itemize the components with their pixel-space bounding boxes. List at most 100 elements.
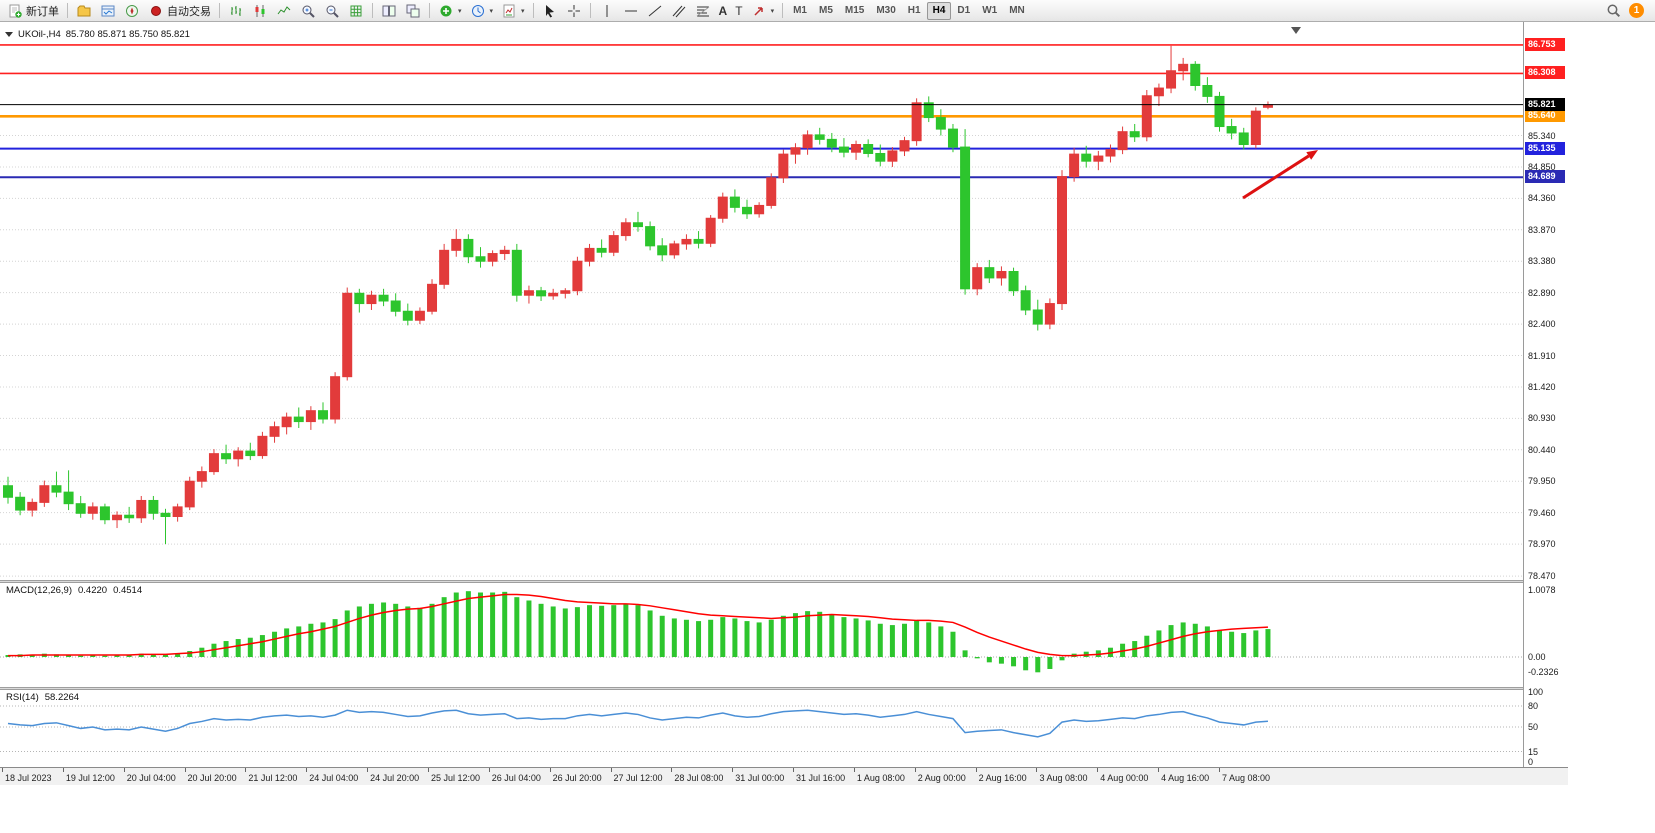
price-chart[interactable] bbox=[0, 22, 1523, 580]
text-tool-button[interactable]: A bbox=[715, 1, 732, 21]
macd-histogram-bar bbox=[574, 607, 580, 658]
candle-body bbox=[1117, 131, 1128, 151]
price-tick-label: 84.850 bbox=[1528, 161, 1556, 172]
macd-panel[interactable] bbox=[0, 583, 1523, 687]
fibonacci-tool-button[interactable] bbox=[691, 1, 715, 21]
time-axis-label: 4 Aug 00:00 bbox=[1100, 773, 1149, 783]
panel-splitter[interactable] bbox=[0, 580, 1568, 583]
macd-histogram-bar bbox=[441, 597, 447, 658]
candle-body bbox=[911, 102, 922, 142]
arrows-tool-button[interactable]: ▾ bbox=[747, 1, 779, 21]
toolbar-separator bbox=[782, 3, 784, 18]
macd-histogram-bar bbox=[1168, 625, 1174, 658]
timeframe-mn-button[interactable]: MN bbox=[1003, 2, 1031, 20]
candle-body bbox=[826, 138, 837, 148]
market-watch-button[interactable] bbox=[96, 1, 120, 21]
chart-shift-marker[interactable] bbox=[1291, 27, 1301, 34]
macd-histogram-bar bbox=[780, 615, 786, 658]
time-axis-label: 26 Jul 04:00 bbox=[491, 773, 541, 783]
search-icon bbox=[1605, 3, 1621, 19]
macd-histogram-bar bbox=[332, 619, 338, 658]
macd-histogram-bar bbox=[320, 622, 326, 658]
zoom-out-button[interactable] bbox=[320, 1, 344, 21]
macd-histogram-bar bbox=[429, 603, 435, 658]
candle-body bbox=[572, 260, 583, 292]
bar-chart-button[interactable] bbox=[224, 1, 248, 21]
candle-body bbox=[451, 238, 462, 251]
candle-body bbox=[281, 416, 292, 428]
price-axis[interactable]: 85.340 84.850 84.360 83.870 83.380 82.890 82.4… bbox=[1523, 22, 1568, 767]
fibonacci-icon bbox=[695, 3, 711, 19]
label-tool-button[interactable]: T bbox=[731, 1, 746, 21]
candle-chart-button[interactable] bbox=[248, 1, 272, 21]
macd-histogram-bar bbox=[1023, 657, 1029, 671]
horizontal-line-tool-button[interactable] bbox=[619, 1, 643, 21]
zoom-in-button[interactable] bbox=[296, 1, 320, 21]
macd-histogram-bar bbox=[150, 654, 156, 658]
candle-body bbox=[705, 217, 716, 244]
chart-profile-button[interactable] bbox=[72, 1, 96, 21]
rsi-panel[interactable] bbox=[0, 690, 1523, 767]
one-click-trading-icon[interactable] bbox=[5, 32, 13, 37]
candle-body bbox=[742, 206, 753, 215]
price-tick-label: 80.440 bbox=[1528, 444, 1556, 455]
macd-histogram-bar bbox=[114, 655, 120, 658]
macd-histogram-bar bbox=[126, 655, 132, 658]
panel-splitter[interactable] bbox=[0, 687, 1568, 690]
search-button[interactable] bbox=[1601, 1, 1625, 21]
candle-body bbox=[75, 503, 86, 514]
navigator-button[interactable] bbox=[120, 1, 144, 21]
candle-body bbox=[947, 128, 958, 148]
macd-histogram-bar bbox=[623, 603, 629, 658]
timeframe-m1-button[interactable]: M1 bbox=[787, 2, 813, 20]
vertical-line-tool-button[interactable] bbox=[595, 1, 619, 21]
periods-button[interactable]: ▾ bbox=[466, 1, 498, 21]
time-tick bbox=[1036, 768, 1038, 772]
trendline-tool-button[interactable] bbox=[643, 1, 667, 21]
time-tick bbox=[914, 768, 916, 772]
price-tick-label: 80.930 bbox=[1528, 413, 1556, 424]
templates-icon bbox=[501, 3, 517, 19]
chevron-down-icon: ▾ bbox=[770, 7, 775, 15]
timeframe-h1-button[interactable]: H1 bbox=[902, 2, 927, 20]
line-chart-button[interactable] bbox=[272, 1, 296, 21]
autotrading-button[interactable]: 自动交易 bbox=[144, 1, 215, 21]
timeframe-m30-button[interactable]: M30 bbox=[870, 2, 901, 20]
macd-histogram-bar bbox=[550, 606, 556, 658]
macd-histogram-bar bbox=[877, 623, 883, 658]
add-indicator-button[interactable]: ▾ bbox=[434, 1, 466, 21]
annotation-arrow-head[interactable] bbox=[1306, 150, 1318, 160]
cascade-windows-button[interactable] bbox=[401, 1, 425, 21]
channel-tool-button[interactable] bbox=[667, 1, 691, 21]
price-tick-label: 85.340 bbox=[1528, 130, 1556, 141]
cursor-tool-button[interactable] bbox=[538, 1, 562, 21]
timeframe-m15-button[interactable]: M15 bbox=[839, 2, 870, 20]
time-tick bbox=[306, 768, 308, 772]
timeframe-m5-button[interactable]: M5 bbox=[813, 2, 839, 20]
time-tick bbox=[610, 768, 612, 772]
timeframe-w1-button[interactable]: W1 bbox=[976, 2, 1003, 20]
macd-histogram-bar bbox=[817, 611, 823, 658]
text-tool-label: A bbox=[718, 3, 728, 18]
candle-body bbox=[87, 506, 98, 514]
candle-chart-icon bbox=[252, 3, 268, 19]
candle-body bbox=[51, 485, 62, 493]
candle-body bbox=[99, 506, 110, 521]
candle-body bbox=[972, 267, 983, 290]
templates-button[interactable]: ▾ bbox=[497, 1, 529, 21]
timeframe-h4-button[interactable]: H4 bbox=[926, 1, 952, 20]
annotation-arrow[interactable] bbox=[1242, 154, 1310, 200]
grid-toggle-button[interactable] bbox=[344, 1, 368, 21]
candle-body bbox=[887, 150, 898, 162]
crosshair-tool-button[interactable] bbox=[562, 1, 586, 21]
time-axis[interactable]: 18 Jul 2023 19 Jul 12:00 20 Jul 04:00 20 Ju… bbox=[0, 767, 1568, 785]
macd-histogram-bar bbox=[938, 626, 944, 658]
macd-axis-label: 0.00 bbox=[1528, 652, 1546, 662]
timeframe-d1-button[interactable]: D1 bbox=[951, 2, 976, 20]
market-watch-icon bbox=[100, 3, 116, 19]
tile-windows-button[interactable] bbox=[377, 1, 401, 21]
new-order-button[interactable]: 新订单 bbox=[3, 1, 63, 21]
time-axis-label: 2 Aug 16:00 bbox=[978, 773, 1027, 783]
time-axis-label: 28 Jul 08:00 bbox=[674, 773, 724, 783]
notification-badge[interactable]: 1 bbox=[1629, 3, 1644, 18]
